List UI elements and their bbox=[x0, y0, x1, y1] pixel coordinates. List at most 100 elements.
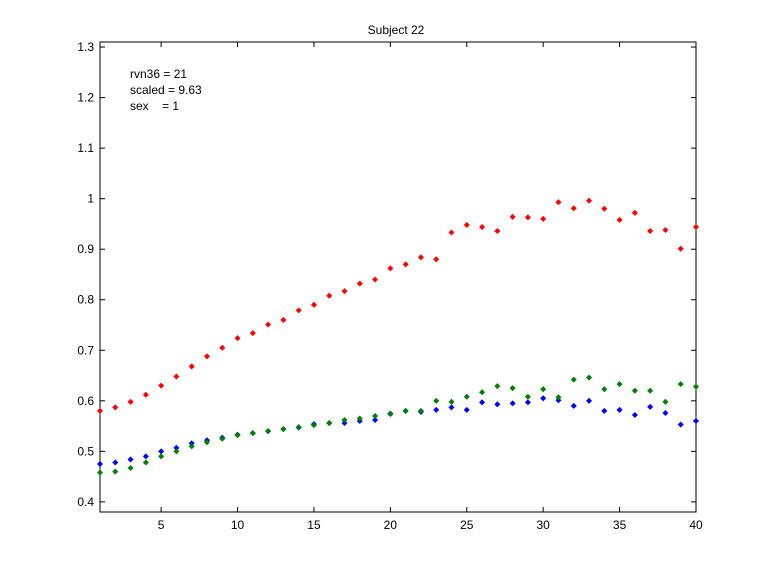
data-point-series-1 bbox=[402, 261, 409, 268]
data-point-series-1 bbox=[219, 344, 226, 351]
x-tick-label: 30 bbox=[536, 518, 550, 532]
y-tick-label: 0.5 bbox=[77, 444, 94, 458]
x-tick-label: 40 bbox=[689, 518, 703, 532]
data-point-series-1 bbox=[341, 288, 348, 295]
data-point-series-3 bbox=[463, 393, 470, 400]
data-point-series-2 bbox=[662, 409, 669, 416]
y-tick-label: 1.2 bbox=[77, 91, 94, 105]
data-point-series-1 bbox=[188, 363, 195, 370]
data-point-series-1 bbox=[662, 226, 669, 234]
data-point-series-2 bbox=[96, 460, 104, 468]
y-tick-label: 0.4 bbox=[77, 495, 94, 509]
data-point-series-1 bbox=[142, 391, 149, 398]
data-point-series-2 bbox=[601, 407, 608, 414]
data-point-series-1 bbox=[158, 382, 165, 389]
data-point-series-1 bbox=[555, 199, 562, 206]
data-point-series-3 bbox=[356, 415, 363, 422]
data-point-series-2 bbox=[142, 453, 149, 460]
data-point-series-3 bbox=[448, 398, 455, 405]
data-point-series-1 bbox=[203, 353, 210, 360]
data-point-series-3 bbox=[142, 459, 149, 466]
data-point-series-3 bbox=[173, 448, 180, 455]
data-point-series-1 bbox=[127, 398, 134, 405]
data-point-series-3 bbox=[402, 407, 409, 414]
data-point-series-1 bbox=[356, 280, 363, 287]
data-point-series-3 bbox=[692, 383, 700, 390]
data-point-series-3 bbox=[662, 398, 669, 405]
data-point-series-2 bbox=[631, 411, 638, 418]
y-tick-label: 1.3 bbox=[77, 40, 94, 54]
x-tick-label: 20 bbox=[384, 518, 398, 532]
data-point-series-2 bbox=[616, 406, 623, 413]
data-point-series-1 bbox=[463, 221, 470, 228]
data-point-series-3 bbox=[417, 407, 424, 414]
data-point-series-1 bbox=[448, 229, 455, 236]
data-point-series-1 bbox=[387, 265, 394, 272]
data-point-series-3 bbox=[494, 383, 501, 390]
y-tick-label: 0.6 bbox=[77, 394, 94, 408]
data-point-series-3 bbox=[631, 387, 638, 394]
annotation-rvn36: rvn36 = 21 bbox=[130, 67, 187, 81]
data-point-series-3 bbox=[387, 410, 394, 417]
data-point-series-3 bbox=[586, 374, 593, 381]
y-tick-label: 0.7 bbox=[77, 343, 94, 357]
data-point-series-3 bbox=[601, 386, 608, 393]
data-point-series-1 bbox=[280, 316, 287, 323]
data-point-series-1 bbox=[249, 330, 256, 337]
data-point-series-1 bbox=[540, 215, 547, 222]
data-point-series-2 bbox=[540, 395, 547, 402]
x-tick-label: 5 bbox=[158, 518, 165, 532]
annotation-scaled: scaled = 9.63 bbox=[130, 83, 202, 97]
x-tick-label: 10 bbox=[231, 518, 245, 532]
data-point-series-1 bbox=[601, 205, 608, 212]
y-tick-label: 0.9 bbox=[77, 242, 94, 256]
data-point-series-2 bbox=[555, 397, 562, 404]
data-point-series-2 bbox=[509, 400, 516, 407]
data-point-series-3 bbox=[295, 424, 302, 431]
data-point-series-3 bbox=[219, 435, 226, 442]
data-point-series-1 bbox=[96, 407, 104, 414]
data-point-series-1 bbox=[173, 373, 180, 380]
data-point-series-1 bbox=[677, 245, 684, 252]
data-point-series-1 bbox=[479, 223, 486, 230]
data-point-series-1 bbox=[494, 227, 501, 235]
data-point-series-3 bbox=[112, 468, 119, 475]
data-point-series-1 bbox=[586, 197, 593, 204]
data-point-series-2 bbox=[647, 403, 654, 410]
data-point-series-3 bbox=[265, 428, 272, 435]
annotation-sex: sex = 1 bbox=[130, 99, 179, 113]
data-point-series-3 bbox=[326, 420, 333, 427]
data-point-series-3 bbox=[127, 465, 134, 472]
data-point-series-1 bbox=[326, 292, 333, 299]
data-point-series-3 bbox=[433, 397, 440, 404]
y-tick-label: 1 bbox=[87, 192, 94, 206]
data-point-series-1 bbox=[372, 276, 379, 283]
chart-title: Subject 22 bbox=[368, 23, 425, 37]
data-point-series-3 bbox=[540, 386, 547, 393]
data-point-series-3 bbox=[280, 426, 287, 433]
x-tick-label: 25 bbox=[460, 518, 474, 532]
data-point-series-1 bbox=[616, 216, 623, 223]
data-point-series-2 bbox=[692, 418, 700, 425]
data-point-series-2 bbox=[112, 459, 119, 466]
x-tick-label: 35 bbox=[613, 518, 627, 532]
data-point-series-2 bbox=[524, 399, 531, 406]
data-point-series-3 bbox=[524, 393, 531, 400]
data-point-series-1 bbox=[433, 256, 440, 263]
data-point-series-1 bbox=[647, 227, 654, 235]
data-point-series-2 bbox=[448, 404, 455, 411]
data-point-series-2 bbox=[433, 406, 440, 413]
data-point-series-3 bbox=[96, 469, 104, 476]
data-point-series-3 bbox=[677, 381, 684, 388]
data-point-series-3 bbox=[479, 389, 486, 396]
y-tick-label: 0.8 bbox=[77, 293, 94, 307]
data-point-series-2 bbox=[586, 397, 593, 404]
data-point-series-1 bbox=[295, 307, 302, 314]
data-point-series-3 bbox=[203, 439, 210, 446]
data-point-series-3 bbox=[555, 394, 562, 401]
data-point-series-2 bbox=[341, 420, 348, 427]
data-point-series-3 bbox=[158, 453, 165, 460]
y-tick-label: 1.1 bbox=[77, 141, 94, 155]
data-point-series-3 bbox=[372, 412, 379, 420]
